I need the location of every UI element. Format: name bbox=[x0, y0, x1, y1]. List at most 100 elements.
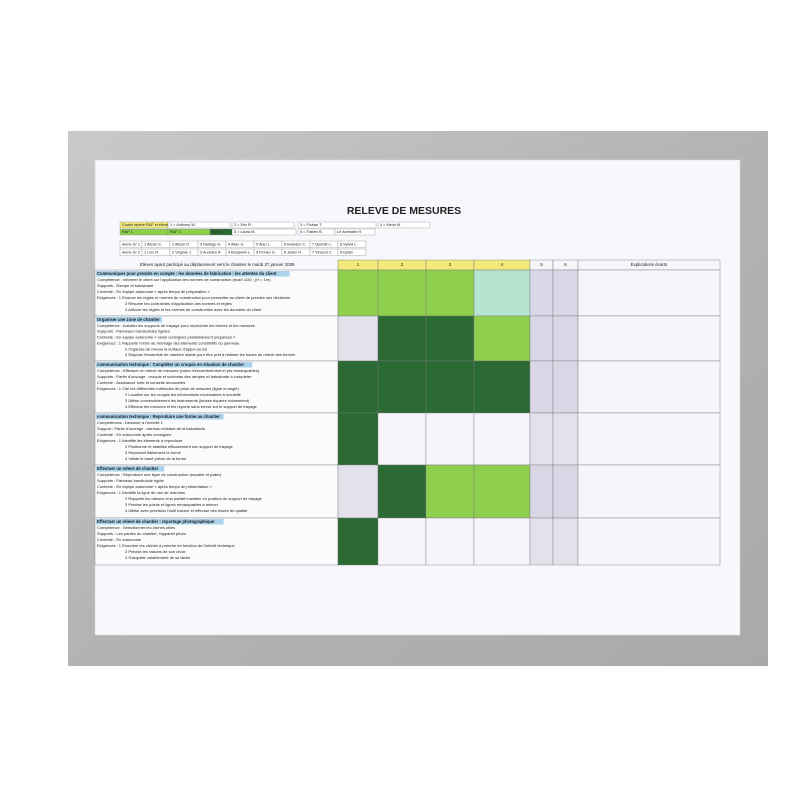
section-line: 2 Localise sur les croquis les informati… bbox=[125, 392, 241, 397]
evaluation-cell bbox=[552, 464, 579, 519]
evaluation-cell bbox=[529, 269, 554, 317]
section-line: Support : Partie d'ouvrage : barreau exi… bbox=[97, 426, 206, 431]
section-line: Exigences : 1 Rappelle l'ordre de montag… bbox=[97, 340, 239, 345]
evaluation-cell bbox=[473, 315, 531, 362]
evaluation-cell bbox=[337, 269, 379, 317]
legend-text: RAF 2 bbox=[170, 230, 181, 234]
section-heading: Effectuer un relevé de chantier bbox=[97, 466, 159, 471]
section-heading: Communiquer pour prendre en compte : les… bbox=[97, 271, 277, 276]
evaluation-cell bbox=[425, 412, 475, 466]
column-label: 5 bbox=[540, 262, 543, 267]
legend-text: Le Ammatre H. bbox=[337, 230, 362, 234]
section-line: 4 Effectue les mesures et les reporte sa… bbox=[125, 404, 258, 409]
evaluation-cell bbox=[529, 412, 554, 466]
section-line: 3 Articule les règles et les normes de c… bbox=[125, 307, 262, 312]
section-line: 2 Rappelle les raisons d'un parfait main… bbox=[125, 496, 263, 501]
evaluation-cell bbox=[552, 315, 579, 362]
section-heading-bg bbox=[96, 362, 253, 368]
section-text-cell bbox=[94, 315, 339, 362]
section-line: 3 Précise les points et lignes remarquab… bbox=[125, 502, 219, 507]
legend-cell bbox=[297, 221, 377, 229]
student-name: 2 Alison D. bbox=[172, 242, 190, 246]
section-line: Compétence : Installer les supports de t… bbox=[97, 323, 255, 328]
section-line: Compétence : Effectuer un relevé de mesu… bbox=[97, 368, 260, 373]
evaluation-cell bbox=[473, 269, 531, 317]
evaluation-cell bbox=[529, 517, 554, 566]
explanation-cell bbox=[577, 315, 721, 362]
student-name: 7 Vincent C. bbox=[312, 250, 333, 254]
section-line: Supports : Partie d'ouvrage : croquis et… bbox=[97, 374, 252, 379]
legend-cell bbox=[377, 221, 431, 229]
evaluation-cell bbox=[473, 517, 531, 566]
section-line: 2 Organise de niveau la surface d'appui … bbox=[125, 346, 207, 351]
evaluation-cell bbox=[377, 412, 427, 466]
evaluation-cell bbox=[552, 269, 579, 317]
legend-text: RAF 1 bbox=[122, 230, 133, 234]
evaluation-cell bbox=[337, 412, 379, 466]
student-name: 4 Benjamin L. bbox=[228, 250, 251, 254]
evaluation-cell bbox=[425, 517, 475, 566]
section-line: Compétence : Reproduire une ligne de con… bbox=[97, 472, 222, 477]
column-label: 2 bbox=[401, 262, 404, 267]
student-name: 6 Julien N. bbox=[284, 250, 302, 254]
evaluation-cell bbox=[337, 360, 379, 414]
section-line: 3 S'acquitte valablement de sa tâche bbox=[125, 555, 191, 560]
evaluation-cell bbox=[473, 412, 531, 466]
student-name: 8 Sylvia L. bbox=[340, 242, 358, 246]
section-line: Compétences : Dessiner à l'échelle 1 bbox=[97, 420, 164, 425]
section-text-cell bbox=[94, 360, 339, 414]
section-text-cell bbox=[94, 517, 339, 566]
column-label: 1 bbox=[357, 262, 360, 267]
section-heading-bg bbox=[96, 466, 165, 472]
section-line: Contexte : En équipe autonome « après te… bbox=[97, 289, 211, 294]
section-text-cell bbox=[94, 464, 339, 519]
student-name: 3 Aurélien R. bbox=[200, 250, 222, 254]
section-text-cell bbox=[94, 412, 339, 466]
evaluation-cell bbox=[377, 360, 427, 414]
student-cell bbox=[337, 248, 367, 256]
evaluation-cell bbox=[377, 269, 427, 317]
student-name: 2 Virginie J. bbox=[172, 250, 192, 254]
explanation-cell bbox=[577, 517, 721, 566]
section-line: Contexte : En autonomie bbox=[97, 537, 142, 542]
evaluation-cell bbox=[377, 315, 427, 362]
student-name: 4 Allan G. bbox=[228, 242, 244, 246]
student-name: 7 Quentin L. bbox=[312, 242, 333, 246]
evaluation-cell bbox=[473, 360, 531, 414]
legend-text: 6 = Fabien B. bbox=[300, 230, 323, 234]
section-line: Supports : Panneaux translucides rigides bbox=[97, 329, 170, 334]
student-name: 5 Alan L. bbox=[256, 242, 271, 246]
group-name: 4ème Gr 2 bbox=[122, 250, 140, 254]
section-line: Exigences : 1 Cite les différentes métho… bbox=[97, 386, 239, 391]
group-name: 4ème Gr 1 bbox=[122, 242, 140, 246]
section-line: Supports : Panneau translucide rigide bbox=[97, 478, 164, 483]
student-name: 8 Dylan bbox=[340, 250, 353, 254]
explanation-cell bbox=[577, 412, 721, 466]
legend-text: 4 = Kévin M. bbox=[380, 223, 401, 227]
section-line: Contexte : En équipe autonome « après te… bbox=[97, 484, 213, 489]
section-heading: Effectuer un relevé de chantier : report… bbox=[97, 519, 215, 524]
section-line: Contexte : En équipe autonome « selon co… bbox=[97, 335, 236, 340]
evaluation-cell bbox=[473, 464, 531, 519]
student-name: 5 Florian G. bbox=[256, 250, 276, 254]
legend-cell bbox=[231, 228, 297, 236]
legend-cell bbox=[334, 228, 376, 236]
student-name: 1 Alexis S. bbox=[144, 242, 162, 246]
evaluation-cell bbox=[425, 315, 475, 362]
section-line: Contexte : Assistance forte et conseils … bbox=[97, 380, 185, 385]
section-line: Exigences : 1 Identifie la ligne de nez … bbox=[97, 490, 185, 495]
section-heading-bg bbox=[96, 317, 162, 323]
section-line: Contexte : En autonomie après consignes bbox=[97, 432, 171, 437]
evaluation-cell bbox=[529, 360, 554, 414]
table-caption: Elèves ayant participé au déplacement ve… bbox=[140, 262, 295, 267]
section-line: Compétence : Sélectionner les clichés ut… bbox=[97, 525, 175, 530]
doc-title: RELEVE DE MESURES bbox=[347, 205, 461, 217]
section-line: 4 Utilise avec précision l'outil traceur… bbox=[125, 508, 248, 513]
legend-text: 1 = Anthony W. bbox=[170, 223, 196, 227]
legend-text: RAF 3 bbox=[212, 230, 223, 234]
evaluation-cell bbox=[377, 464, 427, 519]
evaluation-cell bbox=[425, 269, 475, 317]
column-label: Explications écarts bbox=[631, 262, 668, 267]
section-line: 3 Reproduit fidèlement la forme bbox=[125, 450, 182, 455]
